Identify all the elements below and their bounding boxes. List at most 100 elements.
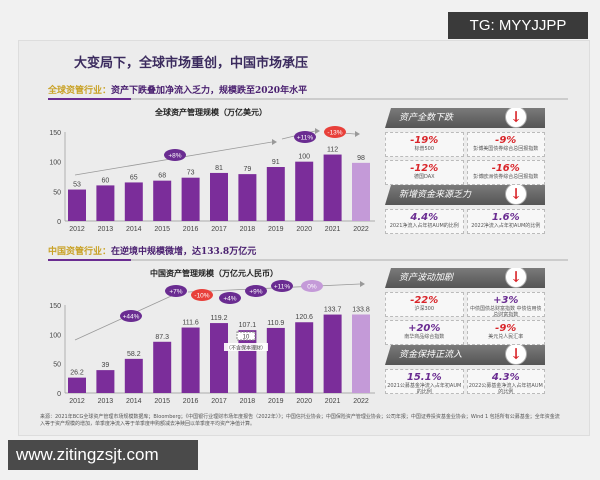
x-tick-label: 2014 bbox=[126, 398, 142, 405]
growth-badge bbox=[191, 289, 213, 301]
data-label: 39 bbox=[102, 362, 110, 369]
stat-label: 中债国债总财富指数 中债信用债总财富指数 bbox=[469, 306, 542, 318]
growth-label: 0% bbox=[307, 284, 317, 291]
chart-title: 中国资产管理规模（万亿元人民币） bbox=[150, 268, 278, 278]
down-arrow-icon: ↓ bbox=[505, 345, 527, 365]
stat-label: 沪深300 bbox=[414, 306, 435, 312]
global-aum-chart: 0 50 100 150 53 2012 60 2013 65 2014 68 2015 73 2016 8… bbox=[49, 126, 375, 233]
panel-header: 资产波动加剧 ↓ bbox=[385, 268, 545, 288]
x-tick-label: 2015 bbox=[154, 226, 170, 233]
bar bbox=[295, 161, 314, 221]
divider bbox=[48, 98, 568, 100]
data-label: 111.6 bbox=[182, 320, 199, 327]
x-tick-label: 2022 bbox=[353, 226, 369, 233]
divider bbox=[48, 259, 568, 261]
x-tick-label: 2012 bbox=[69, 226, 85, 233]
stat-label: 南华商品综合指数 bbox=[404, 334, 445, 340]
data-label: 87.3 bbox=[155, 334, 169, 341]
stat-cell: -9% 美元兑人民汇率 bbox=[466, 320, 545, 345]
x-tick-label: 2019 bbox=[268, 226, 284, 233]
bar bbox=[96, 185, 115, 221]
x-tick-label: 2012 bbox=[69, 398, 85, 405]
x-tick-label: 2021 bbox=[325, 226, 341, 233]
growth-badge bbox=[324, 126, 346, 138]
data-label: 107.1 bbox=[239, 322, 257, 329]
panel-4: 资金保持正流入 ↓ 15.1% 2021公募基金净流入占年初AUM的比例 4.3% 202… bbox=[385, 345, 545, 395]
growth-label: +4% bbox=[223, 296, 236, 303]
data-label: 133.8 bbox=[352, 307, 370, 314]
data-label: 91 bbox=[272, 159, 280, 166]
panel-title: 资金保持正流入 bbox=[399, 350, 463, 360]
source-note: 来源：2021年BCG全球资产管理市场规模数据库；Bloomberg；《中国银行… bbox=[40, 414, 560, 427]
page-title: 大变局下，全球市场重创，中国市场承压 bbox=[74, 56, 309, 71]
x-tick-label: 2013 bbox=[98, 398, 114, 405]
x-tick-label: 2016 bbox=[183, 398, 199, 405]
stat-value: 4.3% bbox=[491, 372, 520, 383]
growth-label: +9% bbox=[249, 289, 262, 296]
data-label: 58.2 bbox=[127, 351, 141, 358]
data-label: 112 bbox=[327, 147, 338, 154]
stat-label: 2021净流入占年初AUM的比例 bbox=[389, 223, 459, 229]
x-tick-label: 2022 bbox=[353, 398, 369, 405]
data-label: 81 bbox=[215, 165, 223, 172]
bar bbox=[266, 327, 285, 393]
x-tick-label: 2021 bbox=[325, 398, 341, 405]
bar bbox=[181, 327, 200, 393]
x-tick-label: 2018 bbox=[240, 398, 256, 405]
bar bbox=[124, 358, 143, 393]
down-arrow-icon: ↓ bbox=[505, 185, 527, 205]
growth-badge bbox=[301, 280, 323, 292]
stat-label: 彭博美国债券综合总回报指数 bbox=[473, 146, 539, 152]
panel-2: 新增资金来源乏力 ↓ 4.4% 2021净流入占年初AUM的比例 1.6% 2022净流入… bbox=[385, 185, 545, 234]
stat-value: +3% bbox=[493, 295, 519, 306]
x-tick-label: 2015 bbox=[154, 398, 170, 405]
stat-value: -9% bbox=[495, 323, 517, 334]
growth-badge bbox=[271, 280, 293, 292]
section-value: 在逆境中规模微增，达133.8万亿元 bbox=[111, 247, 257, 257]
watermark-bottom: www.zitingzsjt.com bbox=[8, 440, 198, 470]
y-tick-label: 150 bbox=[49, 130, 61, 137]
bar bbox=[323, 154, 342, 221]
stat-cell: -16% 彭博欧洲债券综合总回报指数 bbox=[466, 160, 545, 185]
watermark-top: TG: MYYJJPP bbox=[448, 12, 588, 39]
growth-label: -13% bbox=[327, 130, 342, 137]
stat-value: 1.6% bbox=[491, 212, 520, 223]
annotation-note-bg bbox=[224, 343, 268, 351]
panel-title: 资产全数下跌 bbox=[399, 113, 454, 123]
growth-badge bbox=[165, 285, 187, 297]
panel-3: 资产波动加剧 ↓ -22% 沪深300 +3% 中债国债总财富指数 中债信用债总财富指数 +… bbox=[385, 268, 545, 345]
bar bbox=[352, 314, 370, 393]
data-label: 73 bbox=[187, 170, 195, 177]
bar bbox=[210, 172, 228, 221]
data-label: 65 bbox=[130, 174, 138, 181]
data-label: 68 bbox=[158, 173, 166, 180]
x-tick-label: 2016 bbox=[183, 226, 199, 233]
china-aum-chart: 0 50 100 150 26.2 2012 39 2013 58.2 2014 87.3 2015 1… bbox=[49, 280, 375, 405]
x-tick-label: 2017 bbox=[211, 398, 227, 405]
arrow-head bbox=[315, 128, 320, 134]
panel-title: 资产波动加剧 bbox=[399, 273, 454, 283]
stat-value: -16% bbox=[491, 163, 520, 174]
section-key: 全球资管行业： bbox=[48, 86, 112, 96]
stat-label: 德国DAX bbox=[413, 174, 435, 180]
growth-label: +8% bbox=[168, 153, 181, 160]
annotation-value: 10 bbox=[243, 335, 250, 341]
y-tick-label: 100 bbox=[49, 160, 61, 167]
x-tick-label: 2013 bbox=[98, 226, 114, 233]
arrow-head bbox=[360, 281, 365, 287]
data-label: 110.9 bbox=[267, 320, 284, 327]
data-label: 79 bbox=[244, 166, 252, 173]
stat-cell: +20% 南华商品综合指数 bbox=[385, 320, 464, 345]
bar bbox=[210, 323, 228, 393]
panel-1: 资产全数下跌 ↓ -19% 标普500 -9% 彭博美国债券综合总回报指数 -12% 德国DA… bbox=[385, 108, 545, 185]
x-tick-label: 2017 bbox=[211, 226, 227, 233]
data-label: 100 bbox=[298, 154, 310, 161]
bar bbox=[323, 314, 342, 393]
stat-value: +20% bbox=[408, 323, 441, 334]
stat-cell: 4.3% 2022公募基金净流入占年初AUM的比例 bbox=[466, 369, 545, 395]
bar bbox=[153, 180, 172, 221]
stat-cell: -22% 沪深300 bbox=[385, 292, 464, 317]
growth-badge bbox=[219, 292, 241, 304]
panel-header: 资产全数下跌 ↓ bbox=[385, 108, 545, 128]
x-tick-label: 2020 bbox=[296, 226, 312, 233]
